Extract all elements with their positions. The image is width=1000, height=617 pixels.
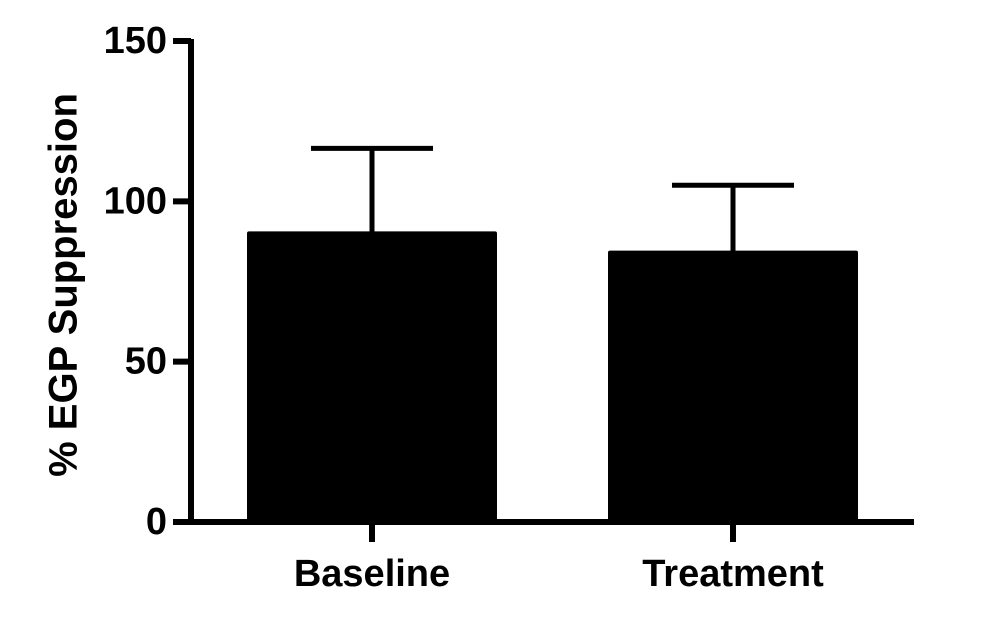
y-axis-title: % EGP Suppression (42, 93, 86, 477)
y-tick-label-0: 0 (146, 501, 167, 543)
bars-layer (247, 231, 858, 524)
y-tick-label-150: 150 (104, 20, 167, 62)
y-tick-label-50: 50 (125, 341, 167, 383)
error-bars-layer (311, 145, 794, 253)
y-tick-label-100: 100 (104, 180, 167, 222)
axes-layer (173, 38, 914, 542)
labels-layer: 0 50 100 150 Baseline Treatment (104, 20, 825, 595)
bar-treatment (608, 250, 858, 524)
bar-baseline (247, 231, 497, 524)
x-tick-label-treatment: Treatment (642, 553, 824, 595)
x-tick-label-baseline: Baseline (294, 553, 450, 595)
